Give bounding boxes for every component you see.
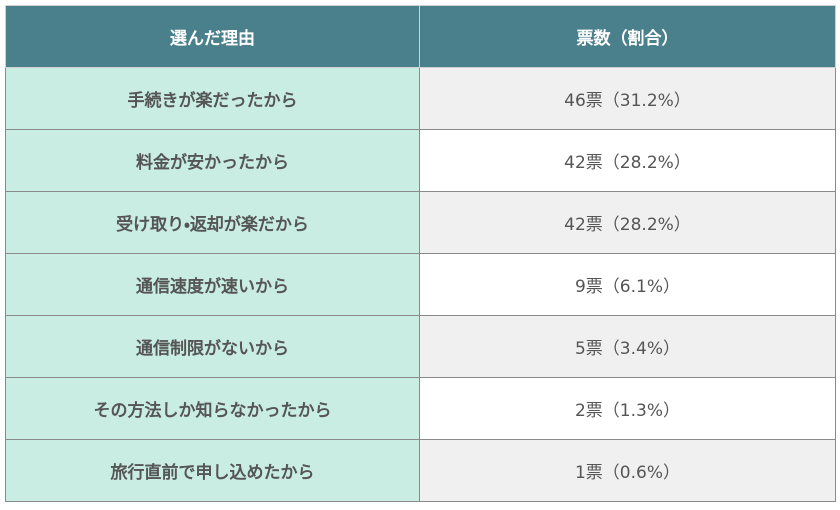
table-row: 通信制限がないから 5票（3.4%） (5, 315, 836, 378)
reason-cell: その方法しか知らなかったから (5, 377, 420, 440)
votes-cell: 42票（28.2%） (419, 191, 836, 254)
votes-cell: 2票（1.3%） (419, 377, 836, 440)
table-row: 料金が安かったから 42票（28.2%） (5, 129, 836, 192)
reason-cell: 料金が安かったから (5, 129, 420, 192)
table-row: 通信速度が速いから 9票（6.1%） (5, 253, 836, 316)
reason-cell: 手続きが楽だったから (5, 67, 420, 130)
table-row: 旅行直前で申し込めたから 1票（0.6%） (5, 439, 836, 502)
header-cell: 選んだ理由 (5, 5, 420, 68)
votes-cell: 1票（0.6%） (419, 439, 836, 502)
votes-cell: 46票（31.2%） (419, 67, 836, 130)
votes-cell: 9票（6.1%） (419, 253, 836, 316)
header-row: 選んだ理由 票数（割合） (5, 5, 836, 68)
reason-cell: 通信制限がないから (5, 315, 420, 378)
reason-cell: 受け取り・返却が楽だから (5, 191, 420, 254)
table-body: 手続きが楽だったから 46票（31.2%） 料金が安かったから 42票（28.2%）受… (5, 67, 836, 502)
votes-cell: 42票（28.2%） (419, 129, 836, 192)
table-row: 手続きが楽だったから 46票（31.2%） (5, 67, 836, 130)
table-row: その方法しか知らなかったから 2票（1.3%） (5, 377, 836, 440)
reason-cell: 通信速度が速いから (5, 253, 420, 316)
table-header: 選んだ理由 票数（割合） (5, 5, 836, 68)
table-row: 受け取り・返却が楽だから 42票（28.2%） (5, 191, 836, 254)
votes-cell: 5票（3.4%） (419, 315, 836, 378)
results-table: 選んだ理由 票数（割合） 手続きが楽だったから 46票（31.2%） 料金が安かった… (5, 5, 836, 502)
header-cell: 票数（割合） (419, 5, 836, 68)
reason-cell: 旅行直前で申し込めたから (5, 439, 420, 502)
